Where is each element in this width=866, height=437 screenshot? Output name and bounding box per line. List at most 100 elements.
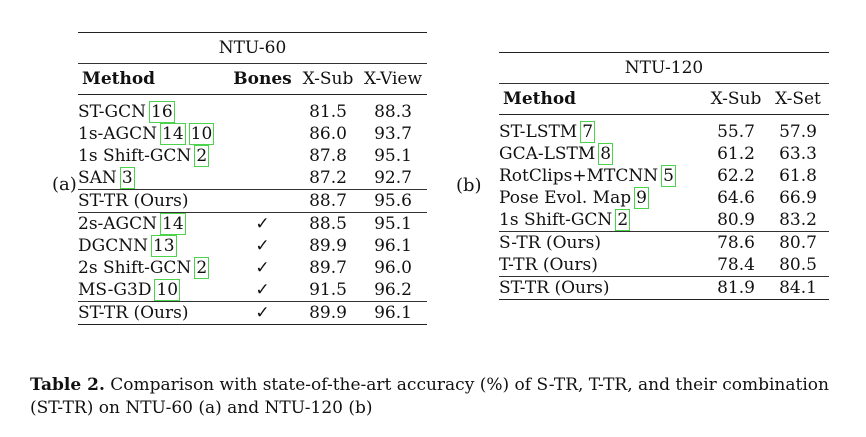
- value-cell-1: 86.0: [309, 123, 347, 144]
- method-name: ST-GCN: [78, 102, 146, 122]
- method-name: T-TR (Ours): [499, 254, 598, 275]
- method-name: 1s Shift-GCN: [78, 145, 192, 166]
- value-cell-2: 80.5: [779, 254, 817, 275]
- value-cell-2: 93.7: [374, 123, 412, 144]
- citation-link: 8: [598, 142, 614, 165]
- citation-link: 13: [150, 234, 177, 257]
- table-row: GCA-LSTM 8 61.2 63.3: [499, 142, 829, 165]
- method-cell: DGCNN 13: [78, 234, 228, 257]
- table-row: T-TR (Ours) 78.4 80.5: [499, 254, 829, 277]
- method-name: 2s Shift-GCN: [78, 257, 192, 278]
- method-name: GCA-LSTM: [499, 143, 596, 164]
- method-cell: 1s-AGCN 14 10: [78, 122, 228, 145]
- method-name: ST-TR (Ours): [78, 190, 189, 211]
- bones-check: [228, 189, 297, 213]
- table-row: S-TR (Ours) 78.6 80.7: [499, 231, 829, 254]
- citation-link: 9: [634, 186, 649, 209]
- ntu120-title: NTU-120: [624, 57, 704, 78]
- method-name: ST-LSTM: [499, 122, 578, 142]
- method-cell: 2s-AGCN 14: [78, 212, 228, 235]
- value-cell-2: 88.3: [374, 102, 412, 122]
- citation-link: 2: [194, 144, 210, 167]
- value-cell-1: 78.4: [717, 254, 755, 275]
- method-name: 1s Shift-GCN: [499, 209, 613, 230]
- value-cell-1: 87.8: [309, 145, 347, 166]
- method-cell: 2s Shift-GCN 2: [78, 256, 228, 279]
- value-cell-2: 95.1: [374, 145, 412, 166]
- xview-header: X-View: [363, 68, 423, 89]
- caption-label: Table 2.: [30, 375, 105, 395]
- method-name: 2s-AGCN: [78, 213, 158, 234]
- citation-link: 7: [580, 121, 596, 143]
- table-row: ST-TR (Ours) 88.7 95.6: [78, 189, 427, 213]
- table-row: 2s Shift-GCN 2 ✓ 89.7 96.0: [78, 256, 427, 279]
- citation-link: 14: [160, 122, 186, 145]
- citation-link: 5: [661, 164, 676, 187]
- value-cell-1: 78.6: [705, 231, 767, 254]
- table-row: MS-G3D 10 ✓ 91.5 96.2: [78, 278, 427, 302]
- table-row: ST-TR (Ours) 81.9 84.1: [499, 276, 829, 300]
- table-row: 1s Shift-GCN 2 80.9 83.2: [499, 208, 829, 232]
- value-cell-1: 88.5: [297, 212, 359, 235]
- value-cell-1: 89.7: [309, 257, 347, 278]
- method-cell: T-TR (Ours): [499, 254, 705, 277]
- table-caption: Table 2. Comparison with state-of-the-ar…: [30, 374, 840, 420]
- table-row: 2s-AGCN 14 ✓ 88.5 95.1: [78, 212, 427, 235]
- method-name: ST-TR (Ours): [499, 277, 610, 298]
- table-row: DGCNN 13 ✓ 89.9 96.1: [78, 234, 427, 257]
- citation-link: 10: [154, 278, 181, 301]
- value-cell-2: 61.8: [779, 165, 817, 186]
- value-cell-2: 95.1: [359, 212, 427, 235]
- bones-check: [228, 95, 297, 124]
- table-row: 1s-AGCN 14 10 86.0 93.7: [78, 122, 427, 145]
- table-row: Pose Evol. Map 9 64.6 66.9: [499, 186, 829, 209]
- panel-b-label: (b): [456, 175, 482, 196]
- method-name: MS-G3D: [78, 279, 152, 300]
- value-cell-2: 80.7: [767, 231, 829, 254]
- value-cell-1: 80.9: [717, 209, 755, 230]
- value-cell-1: 81.5: [309, 102, 347, 122]
- value-cell-1: 91.5: [309, 279, 347, 300]
- bones-check: ✓: [255, 235, 270, 256]
- method-cell: GCA-LSTM 8: [499, 142, 705, 165]
- method-cell: Pose Evol. Map 9: [499, 186, 705, 209]
- method-name: Pose Evol. Map: [499, 187, 632, 208]
- ntu60-title: NTU-60: [218, 37, 287, 58]
- method-cell: 1s Shift-GCN 2: [499, 208, 705, 232]
- method-cell: ST-GCN 16: [78, 95, 228, 123]
- citation-link: 2: [194, 256, 210, 279]
- ntu60-body: ST-GCN 16 81.5 88.3 1s-AGCN 14 10 86.0 93.7 1s Sh…: [78, 95, 427, 325]
- value-cell-2: 66.9: [779, 187, 817, 208]
- citation-link: 10: [188, 122, 215, 145]
- value-cell-1: 89.9: [309, 235, 347, 256]
- citation-link: 14: [160, 212, 186, 235]
- method-header: Method: [503, 88, 577, 109]
- bones-check: ✓: [255, 257, 270, 278]
- table-row: ST-GCN 16 81.5 88.3: [78, 95, 427, 124]
- value-cell-2: 84.1: [767, 276, 829, 300]
- ntu60-table: NTU-60 Method Bones X-Sub X-View ST-GCN 1…: [78, 32, 427, 325]
- table-row: SAN 3 87.2 92.7: [78, 166, 427, 190]
- value-cell-2: 96.1: [374, 235, 412, 256]
- value-cell-2: 63.3: [779, 143, 817, 164]
- ntu120-body: ST-LSTM 7 55.7 57.9 GCA-LSTM 8 61.2 63.3 RotClip…: [499, 115, 829, 300]
- value-cell-2: 96.0: [374, 257, 412, 278]
- value-cell-2: 96.2: [374, 279, 412, 300]
- value-cell-2: 83.2: [779, 209, 817, 230]
- bones-check: ✓: [255, 279, 270, 300]
- method-name: ST-TR (Ours): [78, 302, 189, 323]
- caption-text: Comparison with state-of-the-art accurac…: [30, 375, 829, 418]
- method-cell: MS-G3D 10: [78, 278, 228, 302]
- method-cell: 1s Shift-GCN 2: [78, 144, 228, 167]
- bones-check: [228, 123, 297, 145]
- bones-header: Bones: [233, 68, 292, 89]
- method-name: 1s-AGCN: [78, 123, 158, 144]
- value-cell-1: 55.7: [717, 122, 755, 142]
- method-name: DGCNN: [78, 235, 148, 256]
- method-name: RotClips+MTCNN: [499, 165, 659, 186]
- ntu120-table: NTU-120 Method X-Sub X-Set ST-LSTM 7 55.7 5…: [499, 52, 829, 300]
- method-name: SAN: [78, 167, 117, 188]
- method-cell: ST-TR (Ours): [78, 301, 228, 325]
- xset-header: X-Set: [775, 88, 821, 109]
- method-cell: ST-TR (Ours): [78, 189, 228, 213]
